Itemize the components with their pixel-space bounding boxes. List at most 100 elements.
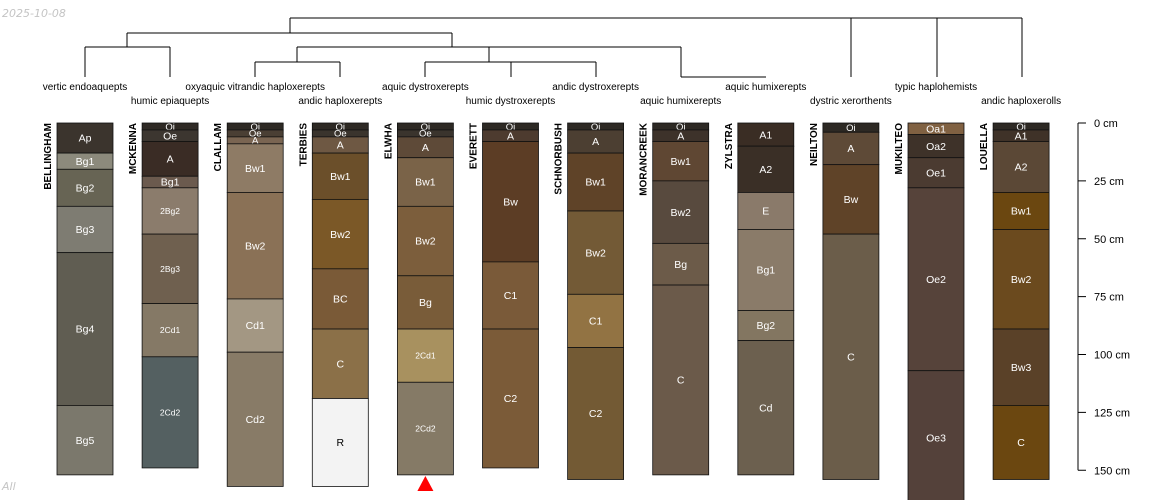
profile-name: BELLINGHAM bbox=[43, 123, 54, 190]
horizon-label: Bw2 bbox=[1011, 274, 1032, 286]
horizon-bw2 bbox=[396, 205, 454, 277]
horizon-c bbox=[311, 328, 369, 399]
horizon-bg3 bbox=[56, 205, 114, 254]
horizon-2cd2 bbox=[396, 381, 454, 476]
horizon-label: Bw2 bbox=[245, 240, 266, 252]
horizon-label: Cd1 bbox=[246, 320, 265, 332]
horizon-label: Oi bbox=[676, 122, 686, 133]
horizon-bw2 bbox=[311, 198, 369, 270]
horizon-label: Bw1 bbox=[1011, 206, 1032, 218]
horizon-label: Bw bbox=[503, 196, 518, 208]
horizon-label: A bbox=[507, 130, 514, 142]
horizon-label: Bg1 bbox=[161, 177, 180, 189]
horizon-label: Bw1 bbox=[585, 177, 606, 189]
horizon-label: A bbox=[337, 140, 344, 152]
horizon-label: Oi bbox=[591, 122, 601, 133]
horizon-bg bbox=[396, 275, 454, 330]
horizon-label: C bbox=[337, 358, 345, 370]
horizon-label: Oe bbox=[419, 129, 432, 140]
depth-tick-label: 125 cm bbox=[1094, 407, 1130, 419]
horizon-label: C1 bbox=[589, 316, 603, 328]
horizon-label: Bg1 bbox=[76, 156, 95, 168]
horizon-label: C bbox=[1017, 437, 1025, 449]
horizon-label: A bbox=[592, 136, 599, 148]
depth-tick-label: 75 cm bbox=[1094, 292, 1124, 304]
horizon-label: 2Bg2 bbox=[160, 206, 180, 216]
depth-tick-label: 0 cm bbox=[1094, 118, 1118, 130]
horizon-label: Bw2 bbox=[415, 236, 436, 248]
horizon-label: A1 bbox=[759, 129, 772, 141]
horizon-label: Bw bbox=[844, 194, 859, 206]
horizon-a2 bbox=[992, 141, 1050, 193]
profile-name: EVERETT bbox=[469, 123, 480, 169]
horizon-label: Bw1 bbox=[330, 171, 351, 183]
taxon-label: aquic humixerepts bbox=[640, 96, 721, 107]
horizon-label: Oe bbox=[334, 129, 347, 140]
horizon-label: Bg1 bbox=[756, 265, 775, 277]
horizon-label: C2 bbox=[589, 408, 603, 420]
depth-tick-label: 50 cm bbox=[1094, 234, 1124, 246]
horizon-label: Cd2 bbox=[246, 414, 265, 426]
taxon-label: vertic endoaquepts bbox=[43, 82, 128, 93]
horizon-r bbox=[311, 398, 369, 487]
profile-name: SCHNORBUSH bbox=[554, 123, 565, 195]
horizon-a bbox=[822, 131, 880, 166]
horizon-bg4 bbox=[56, 252, 114, 406]
horizon-label: Oe2 bbox=[926, 274, 946, 286]
horizon-label: BC bbox=[333, 294, 348, 306]
horizon-bc bbox=[311, 268, 369, 330]
horizon-bw1 bbox=[652, 141, 710, 182]
horizon-label: Cd bbox=[759, 402, 773, 414]
profile-name: TERBIES bbox=[298, 123, 309, 167]
horizon-label: Bg bbox=[419, 297, 432, 309]
horizon-label: Oi bbox=[846, 123, 856, 134]
horizon-label: Oe bbox=[249, 129, 262, 140]
horizon-bg2 bbox=[737, 310, 795, 342]
horizon-2cd1 bbox=[141, 303, 199, 358]
profile-name: MORANCREEK bbox=[639, 122, 650, 196]
horizon-bw1 bbox=[226, 143, 284, 193]
horizon-bw2 bbox=[226, 192, 284, 300]
horizon-label: Oi bbox=[1016, 122, 1026, 133]
profile-name: NEILTON bbox=[809, 123, 820, 166]
horizon-label: R bbox=[337, 437, 345, 449]
horizon-label: Bw2 bbox=[670, 207, 691, 219]
taxon-label: dystric xerorthents bbox=[810, 96, 892, 107]
taxon-label: typic haplohemists bbox=[895, 82, 977, 93]
taxon-label: andic haploxerolls bbox=[981, 96, 1061, 107]
horizon-label: 2Cd1 bbox=[415, 351, 436, 361]
taxon-label: aquic dystroxerepts bbox=[382, 82, 469, 93]
horizon-label: A bbox=[252, 136, 259, 147]
horizon-label: Oa2 bbox=[926, 141, 946, 153]
horizon-label: Bw2 bbox=[585, 247, 606, 259]
horizon-label: E bbox=[762, 206, 769, 218]
horizon-oe2 bbox=[907, 187, 965, 372]
horizon-bw1 bbox=[567, 152, 624, 212]
horizon-bw1 bbox=[311, 152, 369, 200]
horizon-label: Bw3 bbox=[1011, 362, 1032, 374]
horizon-label: 2Bg3 bbox=[160, 264, 180, 274]
horizon-label: 2Cd2 bbox=[415, 424, 436, 434]
truncation-marker bbox=[417, 476, 434, 491]
horizon-label: Oi bbox=[165, 122, 175, 133]
horizon-label: A bbox=[677, 130, 684, 142]
horizon-label: Oi bbox=[250, 122, 260, 133]
horizon-bg5 bbox=[56, 405, 114, 476]
horizon-cd2 bbox=[226, 351, 284, 487]
horizon-bw3 bbox=[992, 328, 1050, 406]
horizon-c bbox=[992, 405, 1050, 480]
horizon-label: Oi bbox=[506, 122, 516, 133]
taxon-label: oxyaquic vitrandic haploxerepts bbox=[185, 82, 325, 93]
horizon-label: Bg3 bbox=[76, 224, 95, 236]
horizon-label: Oa1 bbox=[926, 123, 946, 135]
horizon-label: Bw2 bbox=[330, 229, 351, 241]
taxon-label: humic epiaquepts bbox=[131, 96, 209, 107]
horizon-label: Oi bbox=[421, 122, 431, 133]
horizon-label: C bbox=[847, 351, 855, 363]
horizon-label: C1 bbox=[504, 290, 518, 302]
profile-name: ELWHA bbox=[383, 123, 394, 159]
horizon-bg1 bbox=[737, 229, 795, 311]
date-label: 2025-10-08 bbox=[2, 7, 66, 20]
horizon-label: Bw1 bbox=[415, 177, 436, 189]
horizon-label: C2 bbox=[504, 393, 518, 405]
